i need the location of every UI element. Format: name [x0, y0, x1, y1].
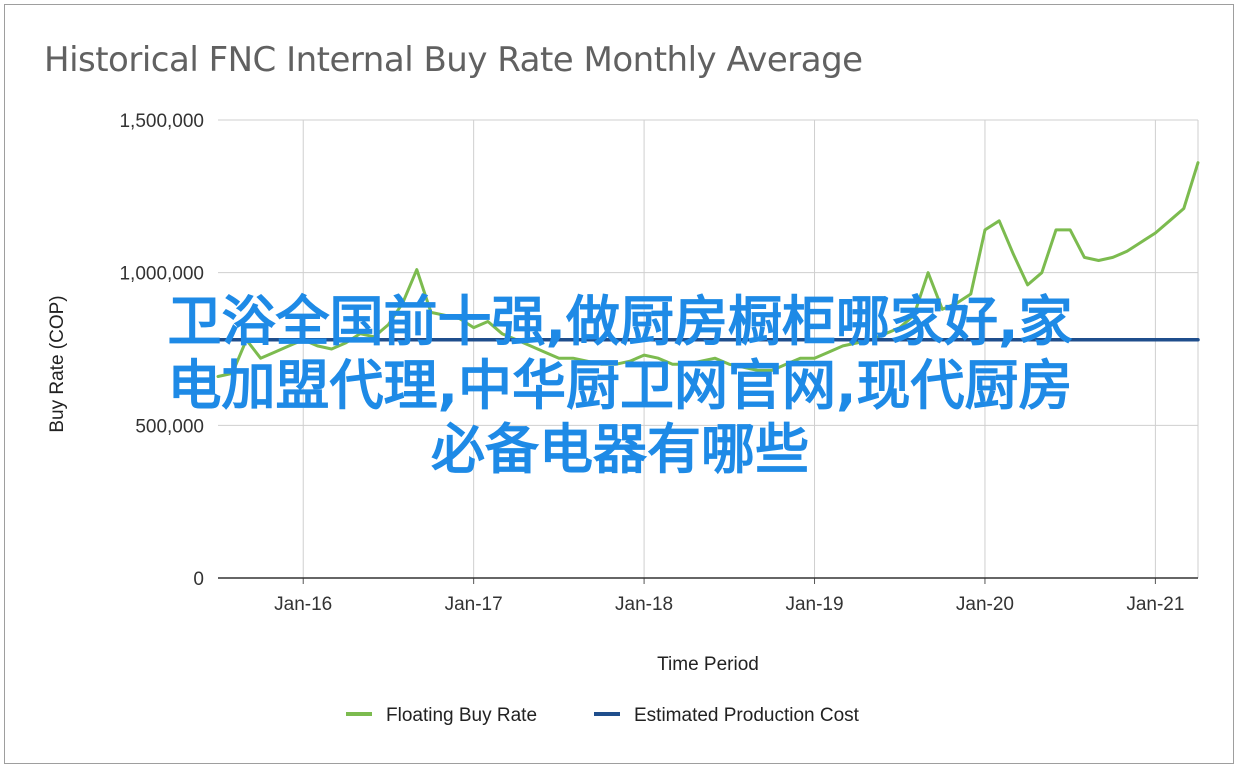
chart-title: Historical FNC Internal Buy Rate Monthly… [44, 40, 863, 80]
tick-labels: 0 500,000 1,000,000 1,500,000 Jan-16 Jan-17 Ja… [119, 111, 1184, 615]
grid-lines [218, 119, 1199, 578]
legend-label: Floating Buy Rate [386, 705, 537, 726]
overlay-text: 卫浴全国前十强,做厨房橱柜哪家好,家 电加盟代理,中华厨卫网官网,现代厨房 必备… [20, 290, 1220, 482]
overlay-line-2: 电加盟代理,中华厨卫网官网,现代厨房 [167, 354, 1073, 417]
x-tick-label: Jan-20 [956, 594, 1014, 615]
x-tick-label: Jan-19 [785, 594, 843, 615]
legend: Floating Buy Rate Estimated Production Co… [346, 705, 860, 726]
x-tick-label: Jan-16 [274, 594, 332, 615]
y-tick-label: 1,000,000 [119, 264, 204, 285]
y-tick-label: 500,000 [135, 416, 204, 437]
chart-frame [4, 4, 1234, 764]
series-lines [216, 161, 1200, 378]
series-line-floating-buy-rate [216, 161, 1200, 378]
legend-label: Estimated Production Cost [634, 705, 860, 726]
y-tick-label: 0 [193, 569, 204, 590]
y-axis-title: Buy Rate (COP) [47, 295, 68, 432]
y-tick-label: 1,500,000 [119, 111, 204, 132]
axes [218, 577, 1198, 584]
x-tick-label: Jan-21 [1126, 594, 1184, 615]
overlay-line-3: 必备电器有哪些 [431, 418, 809, 481]
overlay-line-1: 卫浴全国前十强,做厨房橱柜哪家好,家 [167, 290, 1073, 353]
x-tick-label: Jan-18 [615, 594, 673, 615]
x-axis-title: Time Period [657, 654, 759, 675]
x-tick-label: Jan-17 [445, 594, 503, 615]
